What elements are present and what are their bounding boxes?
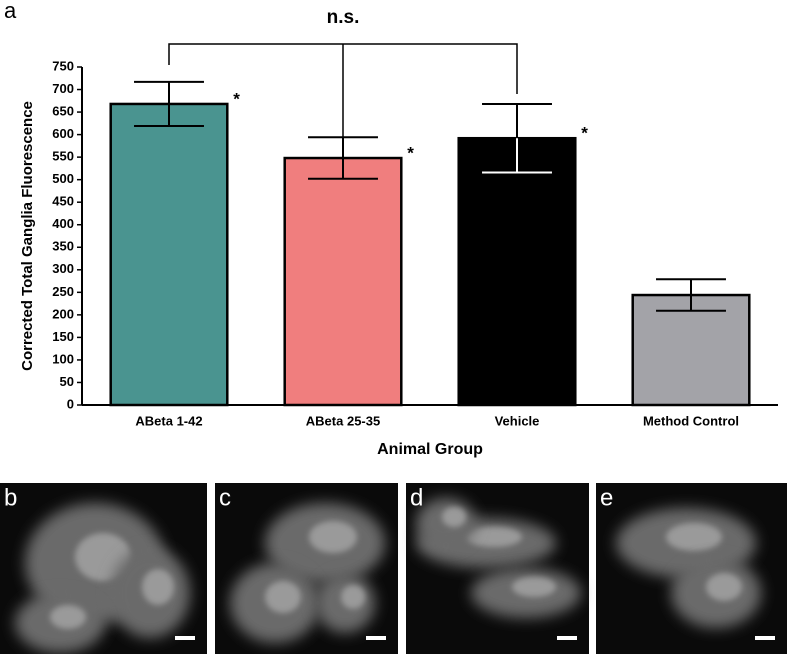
micrograph: e [596, 483, 787, 654]
micrograph: b [0, 483, 207, 654]
y-tick-label: 200 [52, 306, 74, 321]
error-bar [482, 102, 552, 174]
tissue-detail [442, 507, 466, 527]
y-axis-label: Corrected Total Ganglia Fluorescence [19, 101, 36, 371]
x-tick-label: Method Control [643, 413, 739, 428]
tissue-detail [706, 573, 742, 601]
figure-label: a [4, 0, 17, 23]
y-tick-label: 300 [52, 261, 74, 276]
y-tick-label: 50 [60, 374, 74, 389]
error-bar [134, 80, 204, 128]
bar [283, 156, 403, 407]
significance-mark: * [581, 124, 588, 143]
significance-mark: * [407, 144, 414, 163]
panel-label: c [219, 484, 231, 511]
bracket [168, 43, 518, 138]
bar [109, 102, 229, 407]
micrograph: d [406, 483, 589, 654]
y-tick-label: 700 [52, 81, 74, 96]
panel-label: d [410, 484, 423, 511]
x-tick-label: Vehicle [495, 413, 540, 428]
y-tick-label: 650 [52, 104, 74, 119]
y-tick-label: 500 [52, 171, 74, 186]
y-tick-label: 0 [67, 396, 74, 411]
y-tick-label: 150 [52, 329, 74, 344]
x-tick-label: ABeta 1-42 [135, 413, 202, 428]
bracket-label: n.s. [327, 7, 360, 28]
y-tick-label: 400 [52, 216, 74, 231]
bar [457, 136, 577, 407]
tissue-detail [512, 577, 556, 597]
panel-label: b [4, 484, 17, 511]
panel-label: e [600, 484, 613, 511]
micrograph-panels: b c d e [0, 483, 787, 654]
tissue-detail [309, 521, 357, 553]
tissue-detail [341, 585, 365, 609]
x-axis-label: Animal Group [377, 441, 483, 458]
error-bar [656, 278, 726, 312]
y-tick-label: 600 [52, 126, 74, 141]
micrograph: c [215, 483, 398, 654]
y-tick-label: 550 [52, 149, 74, 164]
y-tick-label: 350 [52, 239, 74, 254]
tissue-detail [265, 581, 301, 613]
tissue-detail [50, 605, 86, 629]
x-tick-label: ABeta 25-35 [306, 413, 380, 428]
tissue-detail [466, 527, 522, 547]
y-tick-label: 450 [52, 194, 74, 209]
bar [631, 293, 751, 407]
y-tick-label: 750 [52, 58, 74, 73]
significance-mark: * [233, 89, 240, 108]
y-tick-label: 250 [52, 284, 74, 299]
tissue-detail [142, 569, 174, 605]
y-tick-label: 100 [52, 351, 74, 366]
tissue-detail [666, 523, 722, 551]
